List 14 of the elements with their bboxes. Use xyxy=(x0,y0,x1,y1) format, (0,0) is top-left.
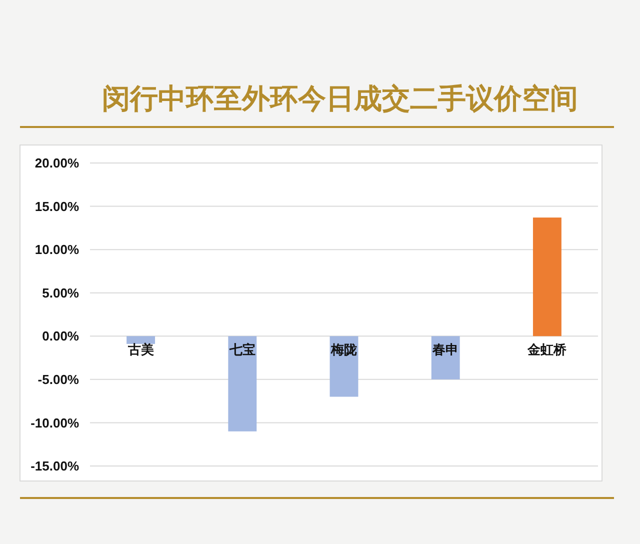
y-tick-label: -5.00% xyxy=(38,372,80,387)
y-tick-label: 15.00% xyxy=(34,198,80,214)
y-tick-label: 0.00% xyxy=(42,328,80,344)
y-tick-label: -10.00% xyxy=(30,415,80,430)
x-tick-label: 金虹桥 xyxy=(526,342,568,358)
x-tick-label: 梅陇 xyxy=(330,342,357,358)
y-tick-label: -15.00% xyxy=(30,458,80,474)
y-tick-label: 10.00% xyxy=(34,242,80,258)
chart-title: 闵行中环至外环今日成交二手议价空间 xyxy=(102,82,578,115)
y-tick-label: 5.00% xyxy=(42,285,80,300)
x-tick-label: 七宝 xyxy=(228,342,256,358)
y-tick-label: 20.00% xyxy=(34,156,80,171)
x-tick-label: 春申 xyxy=(432,342,459,358)
x-tick-label: 古美 xyxy=(126,342,154,358)
